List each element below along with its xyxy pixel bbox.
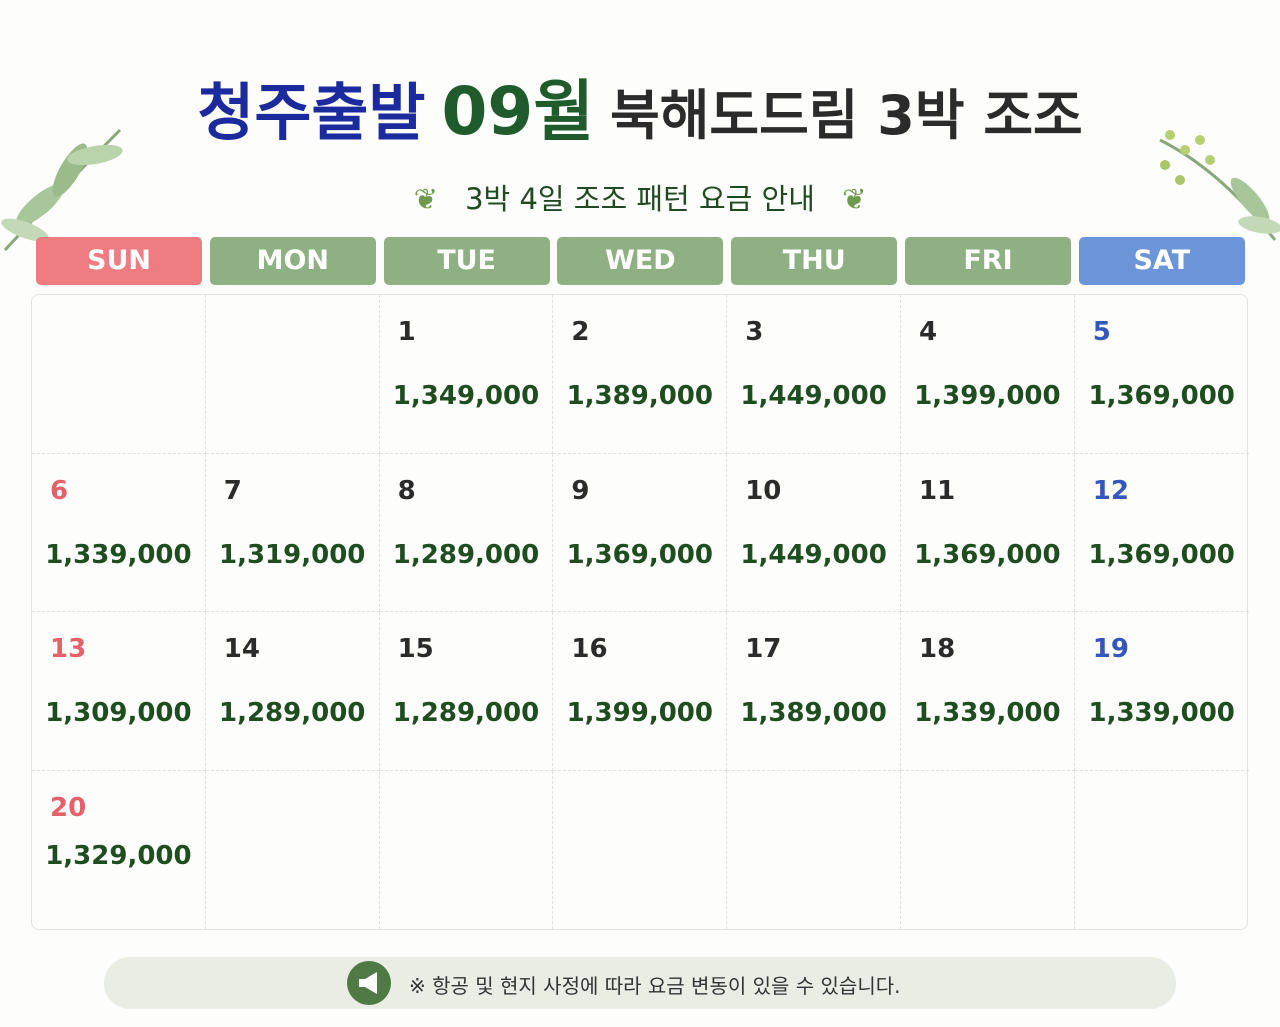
day-cell: 14 1,289,000 xyxy=(205,612,380,771)
price: 1,369,000 xyxy=(914,539,1061,570)
title: 청주출발 09월 북해도드림 3박 조조 xyxy=(0,58,1280,154)
price: 1,339,000 xyxy=(914,698,1061,728)
subtitle: ❦ 3박 4일 조조 패턴 요금 안내 ❦ xyxy=(0,176,1280,218)
day-number: 16 xyxy=(571,634,608,664)
day-cell: 1 1,349,000 xyxy=(379,295,554,454)
day-number: 9 xyxy=(571,475,590,506)
day-number: 11 xyxy=(919,475,956,506)
day-number: 2 xyxy=(571,317,590,347)
day-cell xyxy=(553,770,728,929)
price: 1,389,000 xyxy=(566,381,713,411)
price: 1,399,000 xyxy=(914,381,1061,411)
day-number: 19 xyxy=(1092,634,1129,664)
day-cell xyxy=(32,295,206,454)
price: 1,349,000 xyxy=(392,381,540,411)
day-number: 7 xyxy=(223,475,242,506)
weekday-label: WED xyxy=(557,237,724,285)
day-cell xyxy=(380,770,554,929)
subtitle-text: 3박 4일 조조 패턴 요금 안내 xyxy=(465,182,815,216)
day-number: 8 xyxy=(397,475,416,506)
price: 1,289,000 xyxy=(392,698,540,728)
title-part: 북해도드림 3박 조조 xyxy=(610,84,1083,147)
price: 1,449,000 xyxy=(740,539,887,570)
weekday-label: TUE xyxy=(383,237,550,285)
day-cell: 6 1,339,000 xyxy=(32,453,206,612)
day-number: 10 xyxy=(745,475,782,506)
day-cell: 8 1,289,000 xyxy=(379,453,554,612)
leaf-icon: ❦ xyxy=(842,182,867,216)
price: 1,309,000 xyxy=(45,698,192,728)
day-cell: 16 1,399,000 xyxy=(553,612,728,771)
leaf-decoration xyxy=(1,128,123,252)
day-cell xyxy=(206,770,380,929)
day-cell: 5 1,369,000 xyxy=(1074,295,1249,454)
price: 1,339,000 xyxy=(1088,698,1235,728)
day-number: 3 xyxy=(745,317,764,347)
day-number: 5 xyxy=(1092,317,1111,347)
day-cell: 20 1,329,000 xyxy=(32,770,206,929)
day-cell: 15 1,289,000 xyxy=(379,612,554,771)
megaphone-icon xyxy=(347,961,391,1005)
weekday-label: SAT xyxy=(1078,237,1245,285)
day-cell: 4 1,399,000 xyxy=(901,295,1075,454)
price: 1,339,000 xyxy=(45,539,192,570)
calendar-grid: 1 1,349,000 2 1,389,000 3 1,449,000 4 1,399,000… xyxy=(31,294,1249,930)
day-cell: 11 1,369,000 xyxy=(901,453,1075,612)
day-number: 4 xyxy=(919,317,938,347)
day-cell: 18 1,339,000 xyxy=(901,612,1075,771)
day-cell xyxy=(1075,771,1249,930)
notice-text: ※ 항공 및 현지 사정에 따라 요금 변동이 있을 수 있습니다. xyxy=(409,974,901,998)
day-number: 1 xyxy=(397,317,416,347)
title-part: 09월 xyxy=(441,73,595,150)
day-cell: 7 1,319,000 xyxy=(205,453,380,612)
price: 1,369,000 xyxy=(1088,539,1235,570)
day-cell: 2 1,389,000 xyxy=(553,295,728,454)
price: 1,289,000 xyxy=(219,698,366,728)
price: 1,389,000 xyxy=(740,698,887,728)
day-cell xyxy=(205,295,380,454)
day-cell xyxy=(901,770,1075,929)
price: 1,449,000 xyxy=(740,381,887,411)
day-cell: 12 1,369,000 xyxy=(1074,454,1249,612)
flower-decoration xyxy=(1159,130,1280,241)
price: 1,289,000 xyxy=(392,539,540,570)
day-number: 15 xyxy=(397,634,434,664)
weekday-label: FRI xyxy=(905,237,1071,285)
weekday-label: SUN xyxy=(36,237,202,285)
notice-bar: ※ 항공 및 현지 사정에 따라 요금 변동이 있을 수 있습니다. xyxy=(104,957,1176,1009)
day-cell: 3 1,449,000 xyxy=(727,295,901,454)
day-cell xyxy=(727,770,901,929)
price: 1,369,000 xyxy=(1088,381,1235,411)
day-cell: 19 1,339,000 xyxy=(1074,612,1249,771)
day-number: 18 xyxy=(919,634,956,664)
day-number: 14 xyxy=(223,634,260,664)
day-cell: 17 1,389,000 xyxy=(727,612,901,771)
price: 1,329,000 xyxy=(45,840,192,871)
price: 1,399,000 xyxy=(566,698,713,728)
day-number: 6 xyxy=(50,475,69,506)
day-number: 13 xyxy=(50,634,87,664)
day-cell: 10 1,449,000 xyxy=(727,453,901,612)
title-part: 청주출발 xyxy=(197,76,426,149)
price: 1,369,000 xyxy=(566,539,713,570)
day-number: 20 xyxy=(50,792,87,823)
weekday-label: MON xyxy=(209,237,376,285)
day-cell: 13 1,309,000 xyxy=(32,612,206,771)
day-cell: 9 1,369,000 xyxy=(553,453,728,612)
leaf-icon: ❦ xyxy=(413,182,438,216)
price: 1,319,000 xyxy=(219,539,366,570)
day-number: 17 xyxy=(745,634,782,664)
weekday-label: THU xyxy=(731,237,898,285)
day-number: 12 xyxy=(1092,475,1129,506)
